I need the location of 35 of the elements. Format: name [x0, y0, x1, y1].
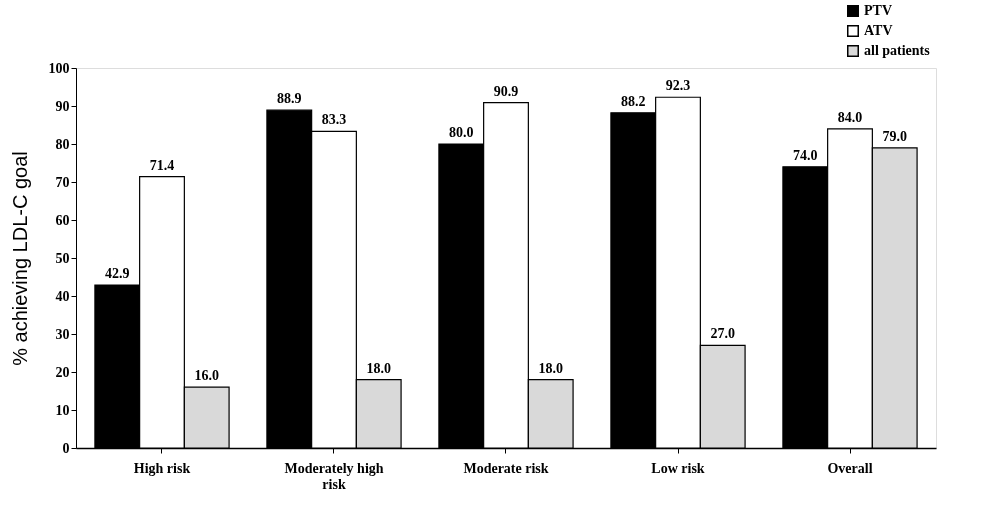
y-tick-label: 60	[55, 212, 70, 228]
x-tick-label: Overall	[827, 460, 873, 476]
y-tick-label: 20	[55, 364, 70, 380]
data-label: 80.0	[449, 125, 474, 140]
x-tick-label: High risk	[133, 460, 191, 476]
y-tick-label: 100	[48, 60, 70, 76]
data-label: 18.0	[366, 360, 391, 376]
data-label: 71.4	[149, 157, 175, 173]
legend-label: all patients	[864, 43, 931, 58]
y-tick-label: 40	[55, 288, 70, 304]
data-label: 90.9	[493, 83, 519, 99]
y-tick-label: 30	[55, 326, 70, 342]
data-label: 16.0	[194, 368, 219, 384]
data-label: 74.0	[793, 147, 818, 163]
data-label: 84.0	[837, 109, 863, 125]
y-tick-label: 80	[55, 136, 70, 152]
data-label: 42.9	[105, 265, 130, 281]
y-tick-label: 90	[55, 98, 70, 114]
data-label: 18.0	[538, 360, 563, 376]
data-label: 27.0	[710, 326, 735, 342]
y-tick-label: 10	[55, 402, 70, 418]
y-axis-title: % achieving LDL-C goal	[8, 151, 31, 366]
x-tick-label: Low risk	[651, 460, 705, 476]
y-tick-label: 0	[62, 440, 70, 456]
x-tick-label: Moderate risk	[463, 460, 549, 476]
legend-label: ATV	[864, 23, 893, 38]
data-label: 83.3	[321, 112, 347, 128]
data-label: 92.3	[665, 78, 691, 94]
y-tick-label: 50	[55, 250, 70, 266]
legend-label: PTV	[864, 3, 892, 18]
y-tick-label: 70	[55, 174, 70, 190]
data-label: 88.2	[621, 93, 646, 109]
data-label: 88.9	[277, 91, 302, 107]
data-label: 79.0	[882, 128, 907, 144]
x-tick-label: Moderately high risk	[284, 460, 384, 492]
